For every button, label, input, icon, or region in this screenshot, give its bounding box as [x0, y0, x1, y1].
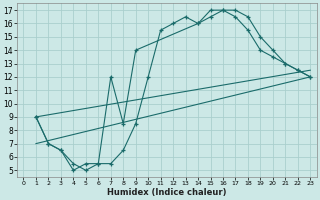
X-axis label: Humidex (Indice chaleur): Humidex (Indice chaleur): [107, 188, 227, 197]
